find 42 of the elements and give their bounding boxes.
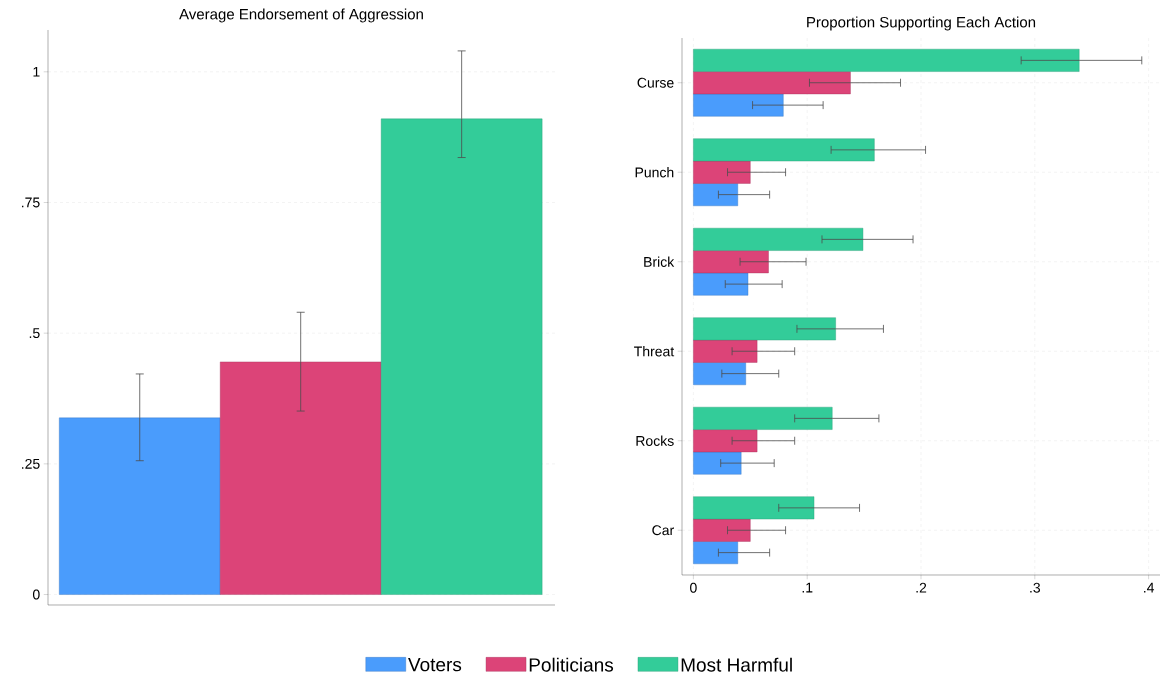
y-tick-label: Threat: [634, 346, 675, 357]
bar: [220, 361, 382, 595]
y-tick-label: .75: [22, 197, 40, 208]
y-tick-label: 0: [32, 589, 40, 600]
legend-label: Politicians: [529, 657, 614, 672]
bar: [693, 362, 746, 386]
y-tick-label: .25: [22, 458, 40, 469]
bar: [380, 118, 543, 595]
x-tick-label: 0: [690, 582, 697, 593]
x-tick-label: .1: [802, 582, 813, 593]
bar: [693, 227, 864, 251]
x-tick-label: .3: [1030, 582, 1041, 593]
bar: [693, 160, 751, 184]
bar: [693, 272, 749, 296]
bar: [693, 339, 758, 363]
y-tick-label: Curse: [637, 77, 674, 88]
y-tick-label: .5: [29, 328, 40, 339]
bar: [693, 451, 742, 475]
x-tick-label: .4: [1144, 582, 1155, 593]
bar: [693, 317, 836, 341]
y-tick-label: Car: [652, 525, 674, 536]
bar: [693, 183, 738, 207]
legend-label: Voters: [408, 658, 462, 672]
bar: [693, 406, 833, 430]
bar: [693, 138, 875, 162]
legend-label: Most Harmful: [681, 657, 792, 672]
y-tick-label: Punch: [635, 167, 674, 178]
chart-title: Average Endorsement of Aggression: [179, 8, 423, 23]
y-tick-label: Rocks: [636, 435, 674, 446]
bar: [693, 250, 769, 274]
bar: [693, 541, 738, 564]
y-tick-label: 1: [33, 66, 40, 77]
bar: [693, 496, 815, 520]
y-tick-label: Brick: [644, 256, 675, 267]
bar: [693, 71, 851, 95]
x-tick-label: .2: [916, 582, 927, 593]
chart-title: Proportion Supporting Each Action: [807, 16, 1036, 31]
bar: [693, 429, 758, 453]
bar: [59, 417, 221, 595]
bar: [693, 518, 751, 542]
bar: [693, 93, 784, 117]
bar: [693, 48, 1080, 72]
